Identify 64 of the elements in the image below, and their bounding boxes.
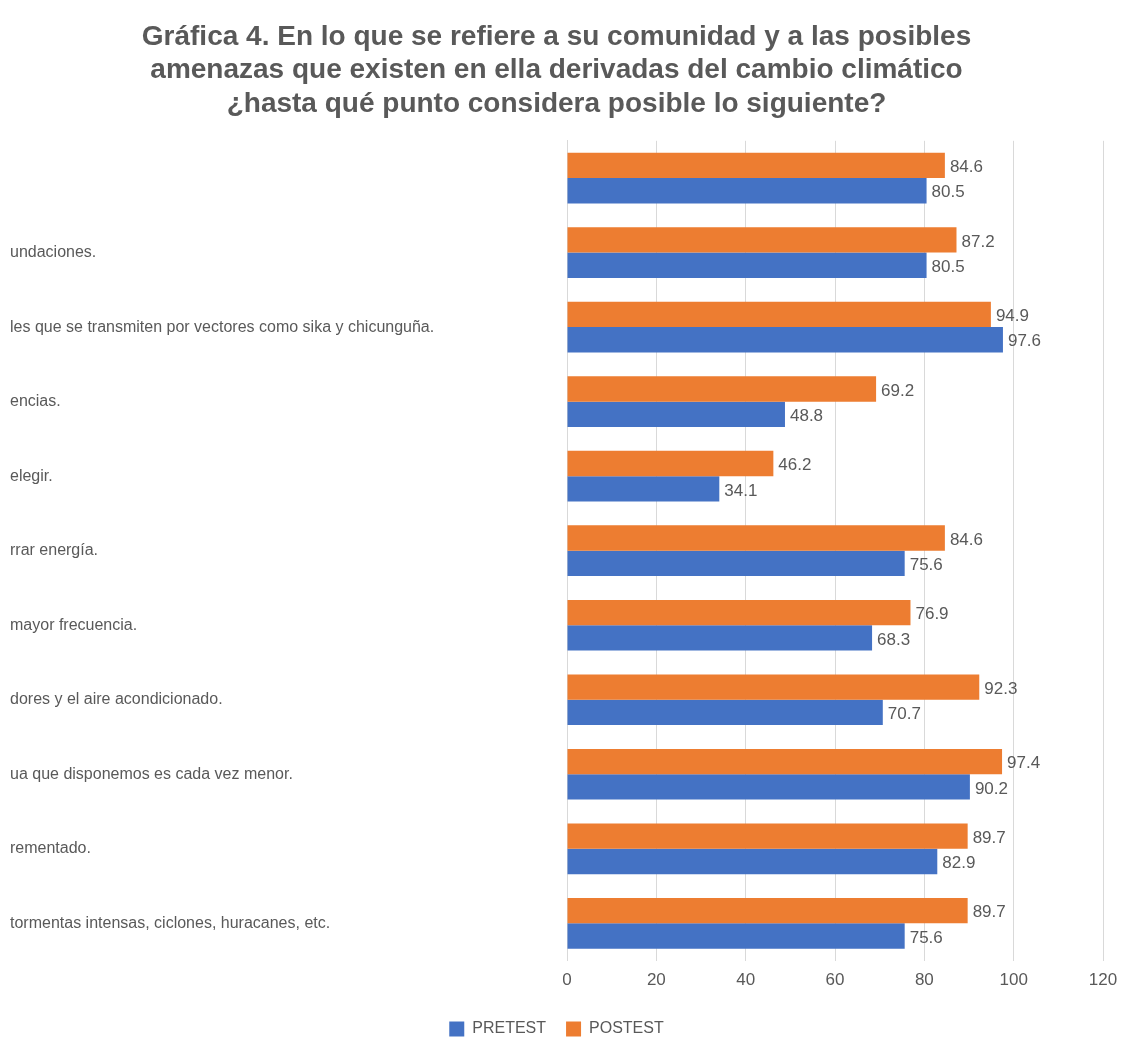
x-tick-label: 120 — [1088, 970, 1118, 990]
data-label: 89.7 — [972, 902, 1006, 922]
bar — [567, 301, 991, 328]
data-label: 82.9 — [942, 853, 976, 873]
data-label: 75.6 — [909, 927, 943, 947]
y-tick-label: rementado. — [10, 839, 91, 857]
data-label: 48.8 — [789, 406, 824, 425]
data-label: 68.3 — [877, 629, 911, 649]
data-label: 80.5 — [931, 182, 965, 202]
data-label: 87.2 — [961, 231, 995, 251]
bar — [567, 376, 877, 402]
x-tick-label: 80 — [914, 970, 934, 990]
y-tick-label: undaciones. — [10, 243, 97, 260]
x-tick-label: 100 — [999, 970, 1028, 990]
data-label: 75.6 — [909, 555, 943, 575]
y-tick-label: encias. — [10, 392, 61, 410]
bar — [567, 748, 1003, 775]
bar — [567, 823, 968, 849]
bar — [567, 227, 957, 253]
data-label: 89.7 — [972, 827, 1006, 847]
x-tick-label: 40 — [736, 970, 756, 990]
bar — [567, 152, 945, 179]
data-label: 80.5 — [931, 256, 965, 276]
bar — [567, 401, 785, 427]
bar — [567, 674, 980, 700]
y-tick-label: mayor frecuencia. — [10, 615, 138, 633]
data-label: 97.4 — [1007, 753, 1041, 773]
y-tick-label: les que se transmiten por vectores como sika y chicunguña. — [10, 317, 435, 335]
y-tick-label: rrar energía. — [10, 541, 99, 559]
y-tick-label: ua que disponemos es cada vez menor. — [10, 764, 293, 782]
bar — [567, 625, 873, 651]
legend-label: POSTEST — [589, 1019, 664, 1037]
y-tick-label: tormentas intensas, ciclones, huracanes, etc. — [10, 913, 331, 931]
data-label: 97.6 — [1007, 331, 1042, 351]
data-label: 92.3 — [984, 678, 1018, 698]
bar — [567, 525, 945, 551]
bar — [567, 252, 927, 278]
bar — [567, 550, 905, 577]
data-label: 70.7 — [887, 704, 921, 724]
x-tick-label: 20 — [646, 970, 666, 990]
bar — [567, 327, 1003, 353]
y-tick-label: dores y el aire acondicionado. — [10, 690, 223, 708]
bar — [567, 774, 970, 800]
data-label: 84.6 — [949, 157, 983, 177]
bar — [567, 848, 938, 875]
bar — [567, 450, 774, 477]
data-label: 76.9 — [915, 604, 949, 624]
bar — [567, 476, 720, 502]
data-label: 69.2 — [881, 380, 915, 400]
x-tick-label: 0 — [562, 970, 572, 990]
y-tick-label: elegir. — [10, 466, 53, 484]
data-label: 46.2 — [778, 455, 812, 475]
bar — [567, 898, 968, 924]
data-label: 94.9 — [995, 306, 1029, 326]
data-label: 34.1 — [724, 480, 758, 500]
bar — [567, 599, 911, 626]
x-tick-label: 60 — [825, 970, 845, 990]
legend-label: PRETEST — [472, 1019, 547, 1037]
chart-title: Gráfica 4. En lo que se refiere a su comunidad y a las posibles amenazas que existen en ella derivadas del cambio climático ¿hasta qué punto considera posible lo siguiente? — [141, 19, 972, 118]
data-label: 90.2 — [974, 778, 1008, 798]
bar — [567, 699, 883, 726]
data-label: 84.6 — [949, 529, 983, 549]
bar — [567, 178, 927, 204]
bar — [567, 923, 905, 949]
